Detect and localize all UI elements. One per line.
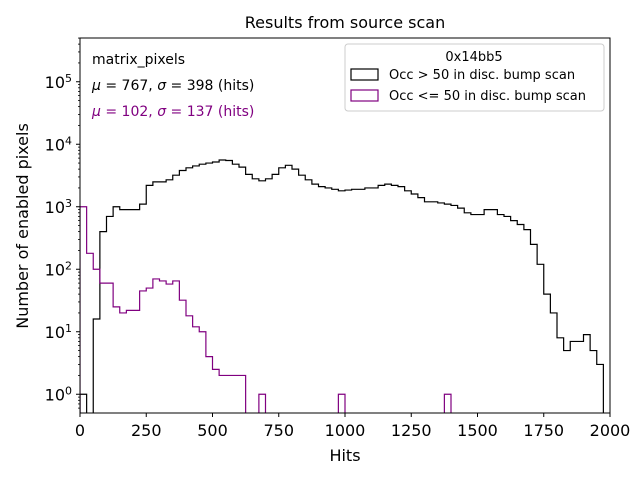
legend-swatch-0 bbox=[350, 68, 379, 81]
x-axis: 0 250 500 750 1000 1250 1500 1750 2000 bbox=[75, 413, 630, 440]
x-tick-label-1: 250 bbox=[131, 421, 162, 440]
stats-annotation-2: μ = 102, σ = 137 (hits) bbox=[91, 104, 254, 120]
legend-entries: Occ > 50 in disc. bump scan Occ <= 50 in … bbox=[350, 68, 586, 104]
stats-annotation-0: matrix_pixels bbox=[92, 52, 185, 68]
legend-title: 0x14bb5 bbox=[445, 50, 502, 65]
x-tick-label-6: 1500 bbox=[457, 421, 498, 440]
stats-annotation-1: μ = 767, σ = 398 (hits) bbox=[91, 78, 254, 94]
legend-label-0: Occ > 50 in disc. bump scan bbox=[389, 68, 575, 83]
x-tick-label-4: 1000 bbox=[325, 421, 366, 440]
stats-annotations: matrix_pixels μ = 767, σ = 398 (hits) μ = … bbox=[91, 52, 254, 120]
x-tick-label-2: 500 bbox=[197, 421, 228, 440]
chart-title: Results from source scan bbox=[245, 13, 445, 32]
x-axis-label: Hits bbox=[329, 446, 360, 465]
x-tick-label-8: 2000 bbox=[590, 421, 631, 440]
legend-label-1: Occ <= 50 in disc. bump scan bbox=[389, 89, 586, 104]
x-tick-label-5: 1250 bbox=[391, 421, 432, 440]
x-tick-label-3: 750 bbox=[263, 421, 294, 440]
histogram-series-1 bbox=[80, 206, 452, 413]
x-tick-label-0: 0 bbox=[75, 421, 85, 440]
x-tick-label-7: 1750 bbox=[523, 421, 564, 440]
y-axis-label: Number of enabled pixels bbox=[13, 123, 32, 329]
legend: 0x14bb5 Occ > 50 in disc. bump scan Occ <… bbox=[344, 43, 605, 112]
legend-box bbox=[344, 43, 605, 112]
histogram-series-0 bbox=[80, 159, 604, 413]
legend-swatch-1 bbox=[350, 89, 379, 102]
series-layer bbox=[80, 159, 604, 413]
